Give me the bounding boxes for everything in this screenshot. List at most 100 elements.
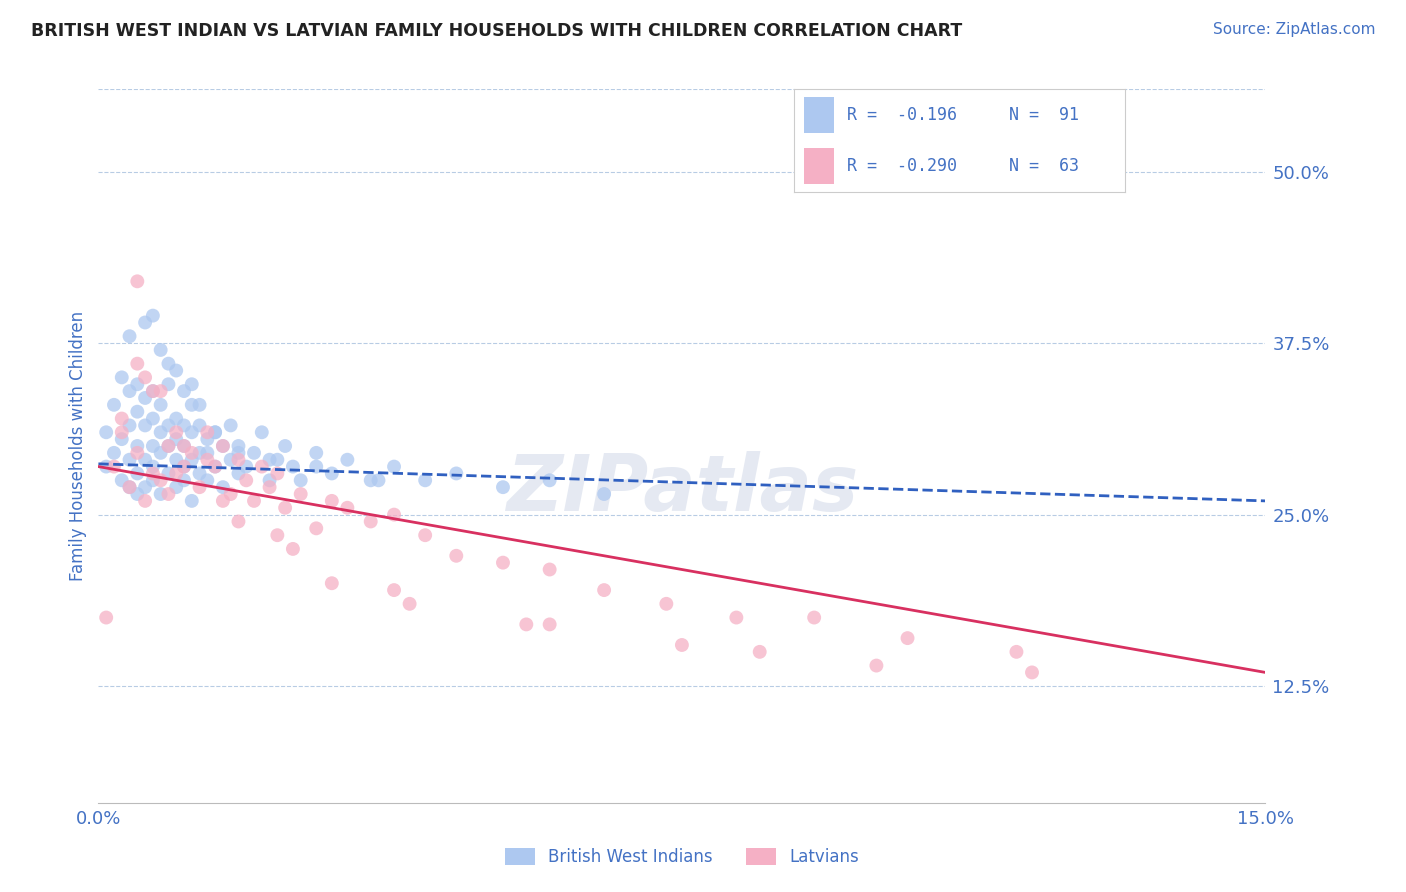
Point bbox=[165, 363, 187, 377]
Point bbox=[803, 610, 825, 624]
Point bbox=[266, 528, 288, 542]
Point bbox=[382, 508, 405, 522]
Point bbox=[492, 556, 515, 570]
Point bbox=[173, 473, 195, 487]
Point bbox=[1005, 645, 1028, 659]
Point bbox=[413, 528, 436, 542]
Point bbox=[134, 494, 156, 508]
Point bbox=[219, 452, 242, 467]
Point bbox=[157, 439, 180, 453]
Point bbox=[204, 425, 226, 440]
Point bbox=[413, 473, 436, 487]
Text: N =  63: N = 63 bbox=[1010, 157, 1080, 175]
Point bbox=[165, 411, 187, 425]
Point bbox=[111, 370, 134, 384]
Point bbox=[157, 439, 180, 453]
Point bbox=[157, 487, 180, 501]
Text: R =  -0.290: R = -0.290 bbox=[848, 157, 957, 175]
Point bbox=[360, 473, 382, 487]
Point bbox=[281, 541, 304, 556]
Point bbox=[212, 494, 235, 508]
Point bbox=[180, 494, 202, 508]
Point bbox=[188, 480, 211, 494]
Point bbox=[212, 439, 235, 453]
Point bbox=[235, 459, 257, 474]
Text: N =  91: N = 91 bbox=[1010, 106, 1080, 124]
Point bbox=[165, 425, 187, 440]
Point bbox=[118, 480, 141, 494]
Point bbox=[149, 487, 172, 501]
Point bbox=[321, 576, 343, 591]
Point bbox=[173, 439, 195, 453]
Point bbox=[228, 515, 250, 529]
Point bbox=[367, 473, 389, 487]
Point bbox=[149, 343, 172, 357]
Point bbox=[111, 473, 134, 487]
Point bbox=[134, 316, 156, 330]
Point bbox=[195, 432, 218, 446]
Point bbox=[142, 411, 165, 425]
Point bbox=[219, 418, 242, 433]
Point bbox=[96, 459, 118, 474]
Point bbox=[103, 398, 125, 412]
Point bbox=[165, 480, 187, 494]
Point bbox=[180, 446, 202, 460]
Point bbox=[259, 480, 281, 494]
Point bbox=[157, 418, 180, 433]
Point bbox=[142, 467, 165, 481]
Point bbox=[228, 446, 250, 460]
Point bbox=[398, 597, 420, 611]
Point bbox=[250, 425, 273, 440]
Point bbox=[180, 398, 202, 412]
Point bbox=[134, 418, 156, 433]
Point bbox=[336, 500, 359, 515]
Point bbox=[492, 480, 515, 494]
Point bbox=[127, 405, 149, 419]
Text: BRITISH WEST INDIAN VS LATVIAN FAMILY HOUSEHOLDS WITH CHILDREN CORRELATION CHART: BRITISH WEST INDIAN VS LATVIAN FAMILY HO… bbox=[31, 22, 962, 40]
Point bbox=[725, 610, 748, 624]
Point bbox=[118, 418, 141, 433]
Point bbox=[173, 439, 195, 453]
Point bbox=[188, 446, 211, 460]
Point bbox=[134, 452, 156, 467]
Point bbox=[321, 494, 343, 508]
Point bbox=[195, 452, 218, 467]
Point bbox=[157, 467, 180, 481]
Point bbox=[896, 631, 918, 645]
Text: ZIPatlas: ZIPatlas bbox=[506, 450, 858, 527]
Point bbox=[173, 384, 195, 398]
Text: R =  -0.196: R = -0.196 bbox=[848, 106, 957, 124]
Point bbox=[235, 473, 257, 487]
Point bbox=[127, 487, 149, 501]
Point bbox=[204, 425, 226, 440]
Point bbox=[149, 425, 172, 440]
Point bbox=[118, 480, 141, 494]
Point bbox=[118, 329, 141, 343]
Point bbox=[165, 467, 187, 481]
Point bbox=[382, 583, 405, 598]
Point bbox=[180, 425, 202, 440]
Point bbox=[173, 459, 195, 474]
Point bbox=[360, 515, 382, 529]
Point bbox=[290, 487, 312, 501]
Point bbox=[142, 384, 165, 398]
Point bbox=[250, 459, 273, 474]
Point bbox=[149, 473, 172, 487]
Point bbox=[748, 645, 770, 659]
Point bbox=[127, 467, 149, 481]
Point bbox=[118, 384, 141, 398]
Point bbox=[165, 452, 187, 467]
Point bbox=[134, 391, 156, 405]
Point bbox=[96, 610, 118, 624]
Point bbox=[515, 617, 537, 632]
Point bbox=[593, 487, 616, 501]
Point bbox=[655, 597, 678, 611]
Point bbox=[118, 452, 141, 467]
Point bbox=[259, 452, 281, 467]
Point bbox=[336, 452, 359, 467]
Point bbox=[305, 459, 328, 474]
Point bbox=[321, 467, 343, 481]
Point bbox=[142, 384, 165, 398]
Point bbox=[274, 500, 297, 515]
Point bbox=[173, 418, 195, 433]
